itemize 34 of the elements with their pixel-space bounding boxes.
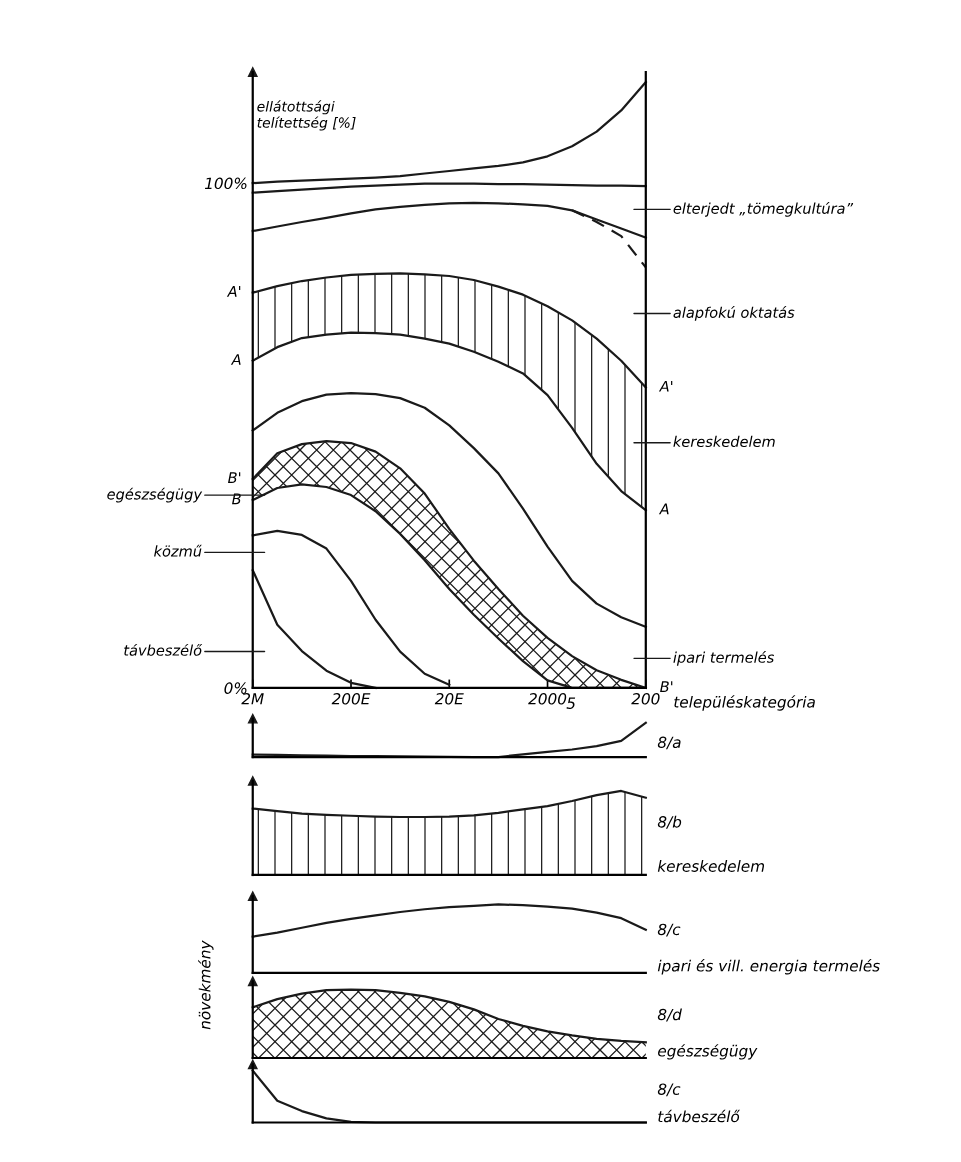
text: elterjedt „tömegkultúra”: [673, 202, 854, 217]
text: 8/c: [657, 1083, 681, 1097]
annotation: A: [230, 354, 241, 365]
text: 8/b: [657, 815, 682, 829]
x-axis-title: településkategória: [674, 695, 815, 711]
x-tick-label: 200: [631, 693, 660, 705]
x-tick-label: 20E: [434, 693, 464, 705]
annotation: A: [658, 503, 669, 515]
text: kereskedelem: [657, 860, 765, 872]
text: ipari termelés: [673, 650, 774, 666]
text: közmű: [154, 544, 202, 557]
annotation: A': [658, 380, 673, 392]
text: 8/a: [657, 736, 681, 750]
text: ipari és vill. energia termelés: [657, 959, 880, 975]
y-tick-label: 0%: [224, 682, 247, 694]
x-tick-label: 200E: [331, 693, 371, 705]
y-tick-label: 100%: [204, 177, 247, 190]
text: alapfokú oktatás: [673, 306, 795, 321]
x-tick-label: 2000: [528, 693, 567, 705]
text: távbeszélő: [658, 1109, 740, 1123]
annotation: A': [226, 286, 241, 297]
text: egészségügy: [107, 487, 203, 503]
x-tick-label: 2M: [241, 693, 264, 705]
y-axis-title: növekmény: [198, 940, 214, 1030]
annotation: B: [232, 493, 241, 505]
text: kereskedelem: [673, 435, 775, 448]
text: távbeszélő: [124, 643, 203, 656]
text: 8/d: [657, 1008, 682, 1022]
text: 8/c: [657, 923, 681, 937]
annotation: B': [228, 472, 241, 483]
y-axis-title: ellátottsági telítettség [%]: [257, 100, 356, 131]
text: 5: [566, 697, 576, 709]
annotation: B': [660, 681, 673, 692]
text: egészségügy: [658, 1044, 758, 1060]
